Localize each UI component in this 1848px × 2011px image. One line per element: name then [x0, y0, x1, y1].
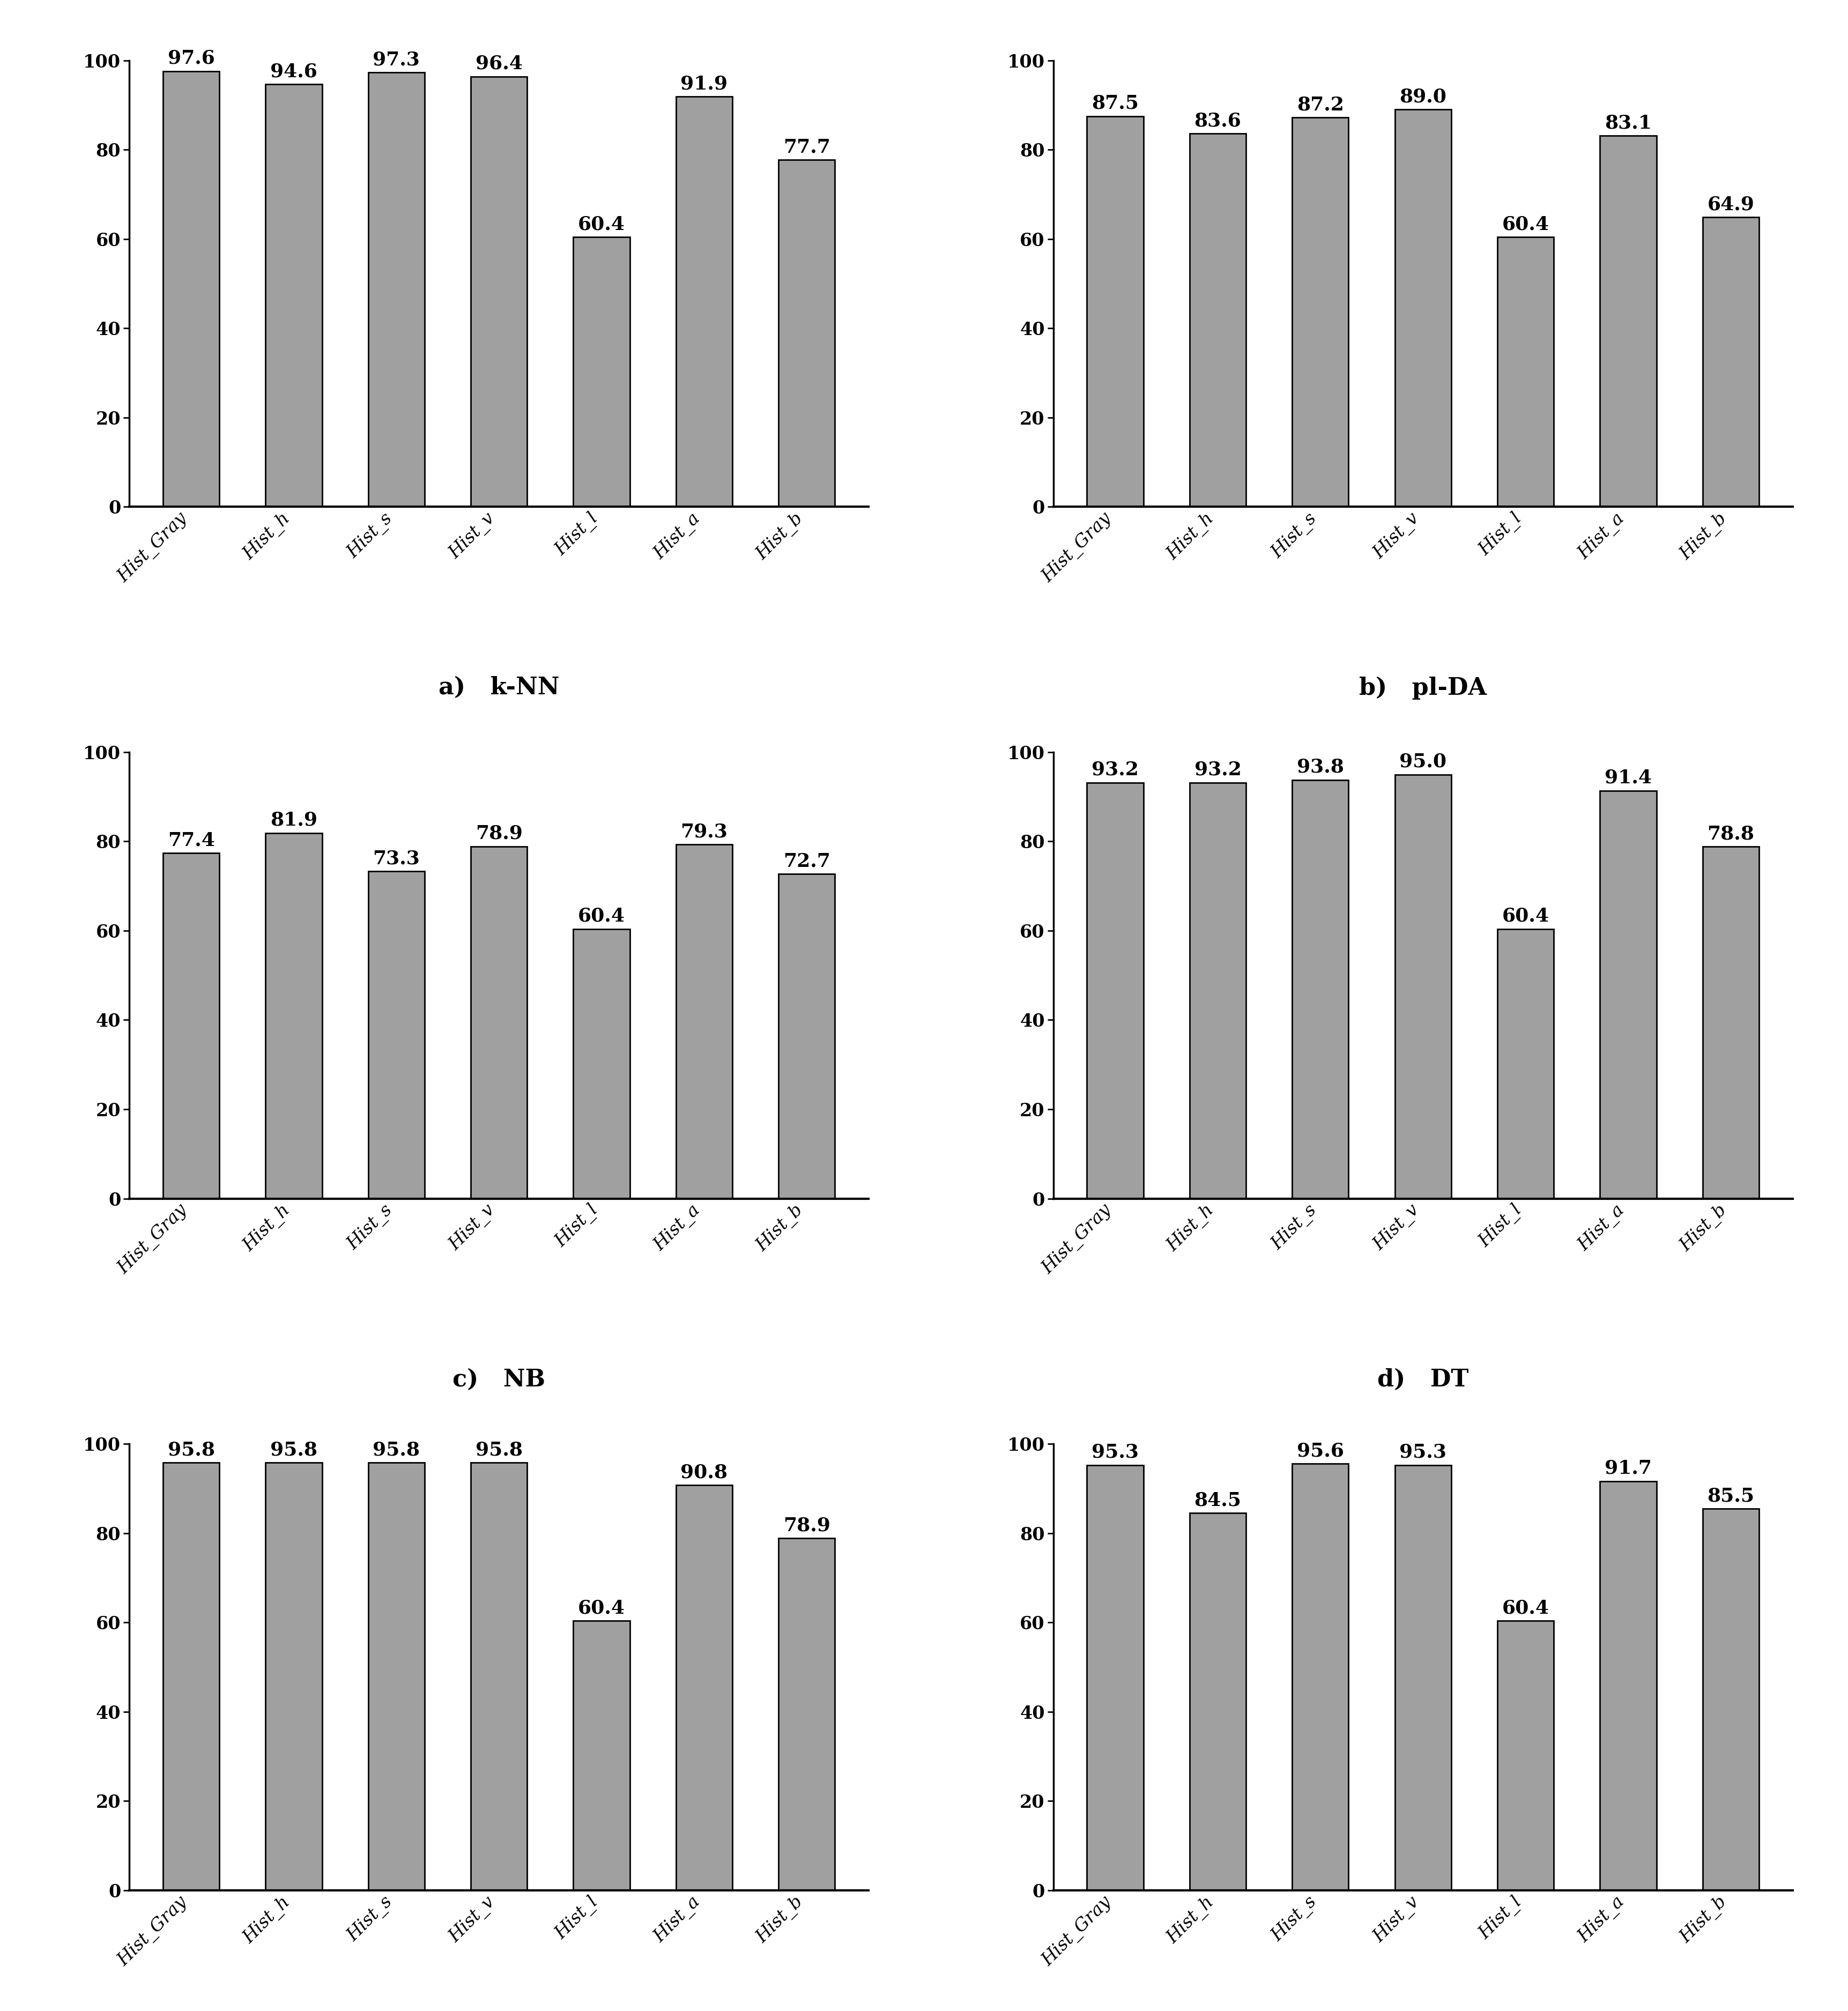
Text: 95.6: 95.6 — [1297, 1442, 1343, 1460]
Bar — [676, 845, 732, 1199]
Bar — [163, 853, 220, 1199]
Text: 78.9: 78.9 — [475, 825, 523, 843]
Bar — [1190, 1512, 1246, 1890]
Text: 96.4: 96.4 — [475, 54, 523, 72]
Text: 60.4: 60.4 — [1502, 907, 1549, 925]
Text: 60.4: 60.4 — [578, 1599, 625, 1617]
Bar — [573, 237, 630, 507]
Bar — [1600, 137, 1656, 507]
Bar — [1702, 1508, 1759, 1890]
Text: 60.4: 60.4 — [1502, 1599, 1549, 1617]
Text: 95.8: 95.8 — [270, 1442, 318, 1460]
Bar — [676, 1484, 732, 1890]
Text: 95.8: 95.8 — [475, 1442, 523, 1460]
Bar — [1497, 929, 1554, 1199]
Text: 77.7: 77.7 — [784, 139, 830, 157]
Text: 84.5: 84.5 — [1194, 1492, 1242, 1510]
Bar — [1292, 117, 1349, 507]
Bar — [1087, 117, 1144, 507]
Bar — [163, 70, 220, 507]
Bar — [163, 1462, 220, 1890]
Text: d)   DT: d) DT — [1377, 1367, 1469, 1392]
Bar — [266, 84, 322, 507]
Text: 73.3: 73.3 — [373, 849, 419, 869]
Text: 97.6: 97.6 — [168, 48, 214, 68]
Text: b)   pl-DA: b) pl-DA — [1358, 676, 1488, 700]
Text: 78.9: 78.9 — [784, 1516, 830, 1534]
Bar — [1600, 1480, 1656, 1890]
Bar — [1497, 237, 1554, 507]
Text: 72.7: 72.7 — [784, 853, 830, 871]
Text: 77.4: 77.4 — [168, 831, 214, 849]
Bar — [1190, 133, 1246, 507]
Text: 90.8: 90.8 — [680, 1464, 728, 1482]
Bar — [1600, 790, 1656, 1199]
Bar — [1702, 847, 1759, 1199]
Text: 83.6: 83.6 — [1194, 113, 1242, 131]
Bar — [1395, 774, 1451, 1199]
Text: 91.4: 91.4 — [1604, 768, 1652, 786]
Bar — [573, 929, 630, 1199]
Text: 91.7: 91.7 — [1604, 1460, 1652, 1478]
Text: 95.3: 95.3 — [1399, 1444, 1447, 1462]
Text: 97.3: 97.3 — [373, 50, 419, 68]
Text: 91.9: 91.9 — [680, 74, 728, 93]
Bar — [1190, 782, 1246, 1199]
Text: 79.3: 79.3 — [680, 822, 728, 841]
Bar — [471, 1462, 527, 1890]
Text: 95.3: 95.3 — [1092, 1444, 1138, 1462]
Bar — [1292, 1464, 1349, 1890]
Bar — [1087, 1464, 1144, 1890]
Bar — [368, 72, 425, 507]
Text: 64.9: 64.9 — [1708, 195, 1754, 213]
Bar — [1497, 1621, 1554, 1890]
Text: 81.9: 81.9 — [270, 810, 318, 829]
Text: 87.2: 87.2 — [1297, 97, 1343, 115]
Bar — [676, 97, 732, 507]
Text: 87.5: 87.5 — [1092, 95, 1138, 113]
Bar — [1087, 782, 1144, 1199]
Text: 94.6: 94.6 — [270, 62, 318, 80]
Text: 60.4: 60.4 — [1502, 215, 1549, 233]
Bar — [471, 847, 527, 1199]
Bar — [266, 1462, 322, 1890]
Text: 60.4: 60.4 — [578, 907, 625, 925]
Text: 60.4: 60.4 — [578, 215, 625, 233]
Bar — [778, 875, 835, 1199]
Text: 85.5: 85.5 — [1708, 1486, 1754, 1504]
Bar — [1702, 217, 1759, 507]
Text: 93.2: 93.2 — [1194, 760, 1242, 778]
Bar — [471, 76, 527, 507]
Bar — [573, 1621, 630, 1890]
Text: 95.8: 95.8 — [168, 1442, 214, 1460]
Bar — [778, 1538, 835, 1890]
Bar — [368, 871, 425, 1199]
Bar — [1292, 780, 1349, 1199]
Text: c)   NB: c) NB — [453, 1367, 545, 1392]
Text: 78.8: 78.8 — [1708, 825, 1754, 843]
Bar — [1395, 109, 1451, 507]
Text: 95.0: 95.0 — [1399, 752, 1447, 770]
Bar — [778, 159, 835, 507]
Text: a)   k-NN: a) k-NN — [438, 676, 560, 700]
Text: 93.8: 93.8 — [1297, 758, 1343, 776]
Text: 89.0: 89.0 — [1399, 88, 1447, 107]
Bar — [1395, 1464, 1451, 1890]
Text: 83.1: 83.1 — [1604, 115, 1652, 133]
Bar — [368, 1462, 425, 1890]
Text: 95.8: 95.8 — [373, 1442, 419, 1460]
Bar — [266, 833, 322, 1199]
Text: 93.2: 93.2 — [1092, 760, 1138, 778]
